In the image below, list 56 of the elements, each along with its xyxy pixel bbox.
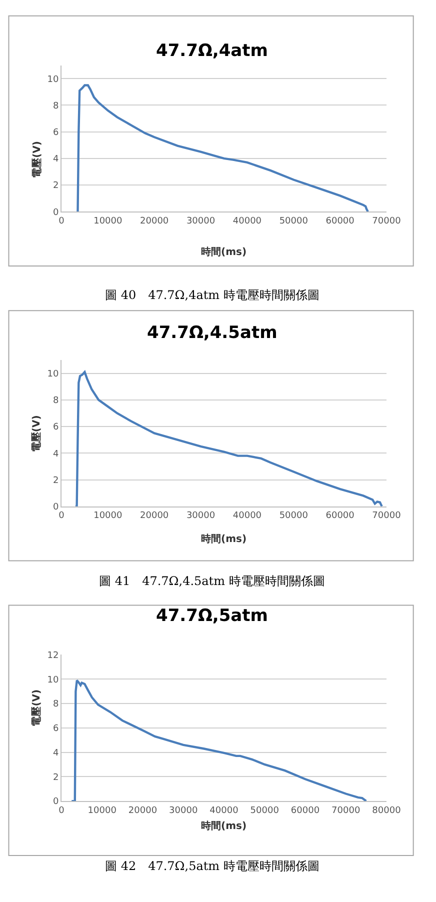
y-tick-label: 6 <box>52 724 59 734</box>
y-tick-label: 2 <box>52 181 59 192</box>
x-tick-label: 70000 <box>372 511 402 522</box>
line-series <box>70 679 368 802</box>
y-tick-label: 8 <box>52 700 59 710</box>
x-axis-title: 時間(ms) <box>201 533 247 545</box>
x-tick-label: 20000 <box>140 511 169 522</box>
y-tick-label: 10 <box>47 369 59 380</box>
caption: 圖 42 47.7Ω,5atm 時電壓時間關係圖 <box>105 859 320 873</box>
x-tick-label: 10000 <box>88 806 117 816</box>
x-tick-label: 20000 <box>140 216 169 226</box>
y-tick-label: 4 <box>52 154 59 165</box>
x-tick-label: 40000 <box>232 216 262 226</box>
chart-title: 47.7Ω,4.5atm <box>147 323 278 343</box>
y-tick-label: 8 <box>52 396 59 406</box>
x-tick-label: 20000 <box>128 806 158 816</box>
x-tick-label: 60000 <box>326 216 355 226</box>
chart-title: 47.7Ω,4atm <box>156 41 268 61</box>
y-tick-label: 2 <box>52 772 59 783</box>
y-tick-label: 12 <box>47 650 59 661</box>
y-tick-label: 4 <box>52 449 59 460</box>
x-axis-title: 時間(ms) <box>201 820 247 832</box>
caption: 圖 40 47.7Ω,4atm 時電壓時間關係圖 <box>105 288 320 302</box>
x-tick-label: 10000 <box>94 511 122 522</box>
y-tick-label: 10 <box>47 74 59 85</box>
x-tick-label: 30000 <box>186 216 216 226</box>
y-tick-label: 6 <box>52 128 59 138</box>
y-tick-label: 6 <box>52 422 59 433</box>
x-tick-label: 30000 <box>186 511 216 522</box>
x-tick-label: 50000 <box>279 216 308 226</box>
y-tick-label: 4 <box>52 748 59 758</box>
caption: 圖 41 47.7Ω,4.5atm 時電壓時間關係圖 <box>99 574 325 588</box>
x-axis-title: 時間(ms) <box>201 246 247 258</box>
line-series <box>74 370 383 506</box>
x-tick-label: 30000 <box>169 806 198 816</box>
y-tick-label: 2 <box>52 476 59 486</box>
line-series <box>76 84 370 212</box>
x-tick-label: 50000 <box>279 511 308 522</box>
y-axis-title: 電壓(V) <box>30 689 42 726</box>
y-tick-label: 0 <box>52 797 59 808</box>
y-tick-label: 8 <box>52 101 59 112</box>
y-tick-label: 0 <box>52 502 59 513</box>
x-tick-label: 80000 <box>372 806 402 816</box>
y-axis-title: 電壓(V) <box>30 140 43 178</box>
x-tick-label: 70000 <box>332 806 360 816</box>
x-tick-label: 60000 <box>326 511 355 522</box>
y-tick-label: 0 <box>52 208 59 218</box>
x-tick-label: 40000 <box>210 806 239 816</box>
x-tick-label: 10000 <box>94 216 122 226</box>
x-tick-label: 60000 <box>290 806 320 816</box>
y-axis-title: 電壓(V) <box>30 415 43 452</box>
chart-title: 47.7Ω,5atm <box>156 606 268 626</box>
x-tick-label: 40000 <box>232 511 262 522</box>
x-tick-label: 70000 <box>372 216 402 226</box>
x-tick-label: 50000 <box>250 806 280 816</box>
y-tick-label: 10 <box>47 675 59 686</box>
